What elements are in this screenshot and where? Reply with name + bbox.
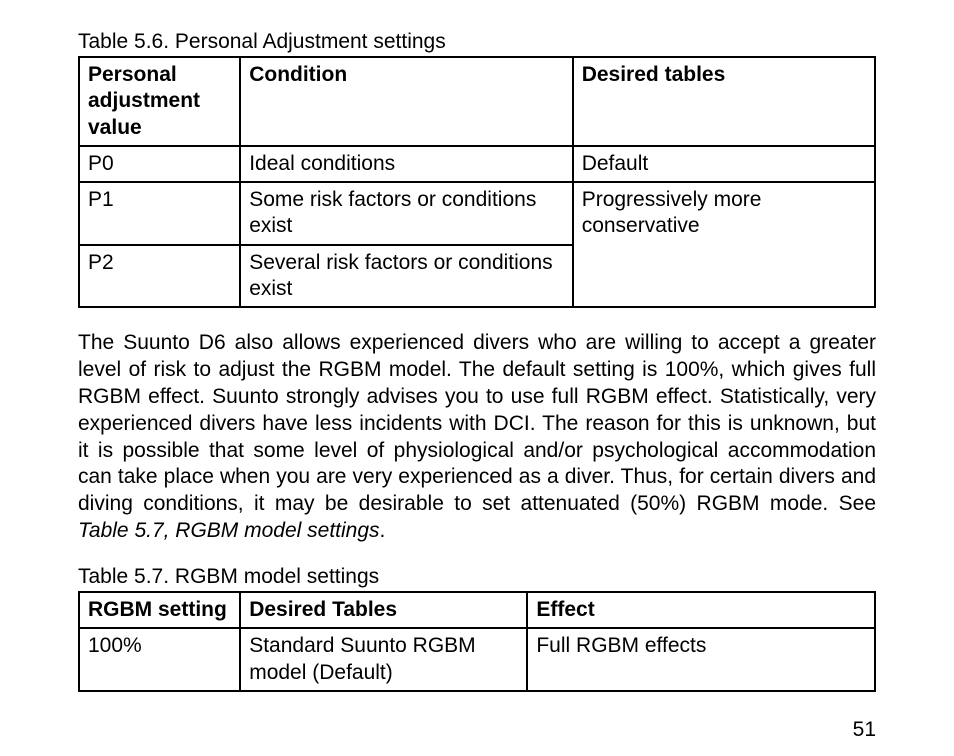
cell-condition: Some risk factors or conditions exist — [240, 182, 573, 245]
cell-value: P1 — [79, 182, 240, 245]
table-5-7: RGBM setting Desired Tables Effect 100% … — [78, 591, 876, 692]
col-header-desired-tables: Desired tables — [573, 57, 875, 146]
table-reference: Table 5.7, RGBM model settings — [78, 519, 380, 542]
table-row: P2 Several risk factors or conditions ex… — [79, 245, 875, 308]
table-row: 100% Standard Suunto RGBM model (Default… — [79, 628, 875, 691]
table-row: P1 Some risk factors or conditions exist… — [79, 182, 875, 245]
col-header-condition: Condition — [240, 57, 573, 146]
cell-desired-tables — [573, 245, 875, 308]
table-row: P0 Ideal conditions Default — [79, 146, 875, 182]
cell-condition: Ideal conditions — [240, 146, 573, 182]
paragraph-text: The Suunto D6 also allows experienced di… — [78, 331, 876, 515]
cell-desired-tables: Progressively more conservative — [573, 182, 875, 245]
table-5-7-caption: Table 5.7. RGBM model settings — [78, 565, 876, 589]
cell-condition: Several risk factors or conditions exist — [240, 245, 573, 308]
col-header-effect: Effect — [527, 592, 875, 628]
body-paragraph: The Suunto D6 also allows experienced di… — [78, 330, 876, 545]
col-header-rgbm-setting: RGBM setting — [79, 592, 240, 628]
table-5-6-caption: Table 5.6. Personal Adjustment settings — [78, 30, 876, 54]
manual-page: Table 5.6. Personal Adjustment settings … — [0, 0, 954, 756]
cell-value: P2 — [79, 245, 240, 308]
cell-rgbm-setting: 100% — [79, 628, 240, 691]
cell-desired-tables: Default — [573, 146, 875, 182]
col-header-personal-adjustment-value: Personal adjustment value — [79, 57, 240, 146]
page-number: 51 — [853, 718, 876, 742]
paragraph-tail: . — [380, 519, 386, 542]
table-5-6: Personal adjustment value Condition Desi… — [78, 56, 876, 308]
cell-effect: Full RGBM effects — [527, 628, 875, 691]
table-row: RGBM setting Desired Tables Effect — [79, 592, 875, 628]
table-row: Personal adjustment value Condition Desi… — [79, 57, 875, 146]
col-header-desired-tables: Desired Tables — [240, 592, 527, 628]
cell-value: P0 — [79, 146, 240, 182]
cell-desired-tables: Standard Suunto RGBM model (Default) — [240, 628, 527, 691]
